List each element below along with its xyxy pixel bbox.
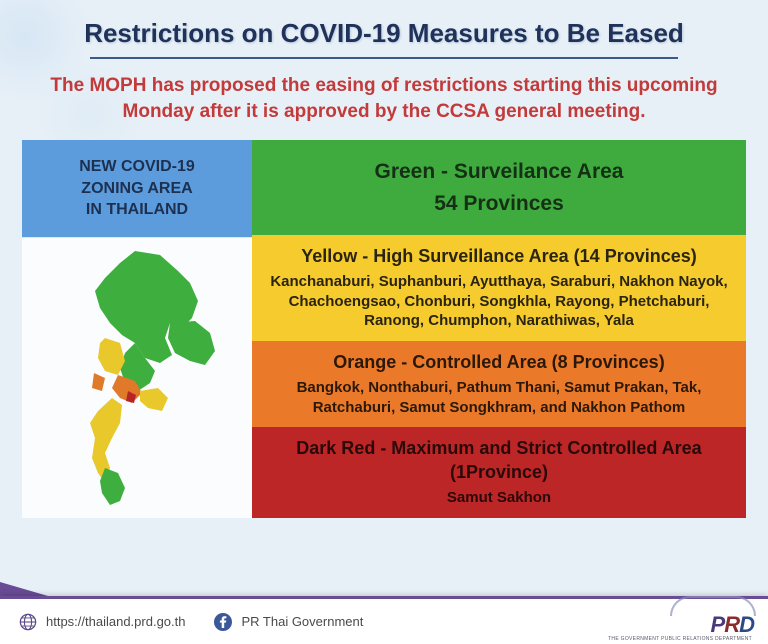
zoning-heading: NEW COVID-19 ZONING AREA IN THAILAND [22, 140, 252, 237]
zones-column: Green - Surveilance Area 54 Provinces Ye… [252, 140, 746, 518]
zone-yellow-title: Yellow - High Surveillance Area (14 Prov… [264, 245, 734, 268]
main-content: NEW COVID-19 ZONING AREA IN THAILAND Gre… [22, 140, 746, 518]
zone-yellow: Yellow - High Surveillance Area (14 Prov… [252, 235, 746, 341]
header: Restrictions on COVID-19 Measures to Be … [0, 18, 768, 124]
zone-red-title: Dark Red - Maximum and Strict Controlled… [264, 437, 734, 484]
logo-subtitle: THE GOVERNMENT PUBLIC RELATIONS DEPARTME… [608, 636, 752, 642]
map-container [22, 237, 252, 518]
footer-social: PR Thai Government [241, 614, 363, 629]
prd-logo: PRD [711, 612, 754, 638]
zone-green-title: Green - Surveilance Area 54 Provinces [264, 156, 734, 219]
footer-url: https://thailand.prd.go.th [46, 614, 185, 629]
map-east-yellow [140, 388, 168, 411]
map-northeast [168, 321, 215, 365]
zone-yellow-detail: Kanchanaburi, Suphanburi, Ayutthaya, Sar… [264, 272, 734, 331]
zone-orange-title: Orange - Controlled Area (8 Provinces) [264, 351, 734, 374]
facebook-icon [213, 612, 233, 632]
zone-orange: Orange - Controlled Area (8 Provinces) B… [252, 341, 746, 427]
zone-red-detail: Samut Sakhon [264, 488, 734, 508]
thailand-map [50, 243, 225, 513]
footer-triangle [0, 582, 48, 596]
zone-red: Dark Red - Maximum and Strict Controlled… [252, 427, 746, 517]
page-subtitle: The MOPH has proposed the easing of rest… [30, 73, 738, 124]
globe-icon [18, 612, 38, 632]
zone-orange-detail: Bangkok, Nonthaburi, Pathum Thani, Samut… [264, 378, 734, 417]
left-column: NEW COVID-19 ZONING AREA IN THAILAND [22, 140, 252, 518]
zone-green: Green - Surveilance Area 54 Provinces [252, 140, 746, 235]
map-south-green [100, 468, 125, 505]
page-title: Restrictions on COVID-19 Measures to Be … [30, 18, 738, 49]
title-underline [90, 57, 678, 59]
map-tak-orange [92, 373, 105, 391]
